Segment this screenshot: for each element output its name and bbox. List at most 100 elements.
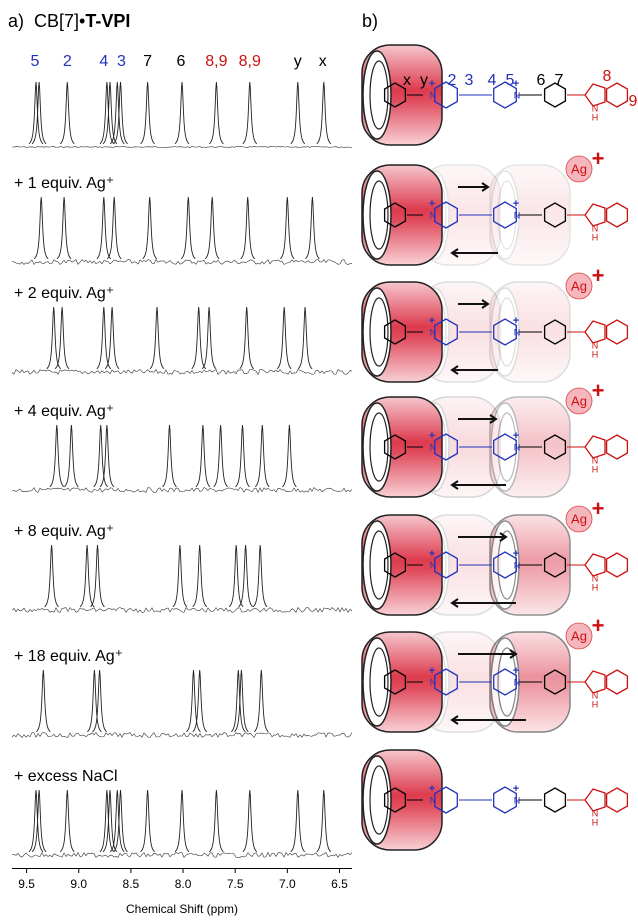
x-tick-label: 7.5 <box>227 877 244 891</box>
ion-charge: + <box>592 378 605 403</box>
peak <box>305 196 320 260</box>
spectrum-label: + 8 equiv. Ag⁺ <box>14 523 114 540</box>
atom-h: H <box>592 699 599 709</box>
ring-hexagon <box>543 552 567 578</box>
atom-h: H <box>592 464 599 474</box>
peak-label: x <box>319 53 327 70</box>
peak <box>235 424 250 488</box>
spectrum-label: + 1 equiv. Ag⁺ <box>14 175 114 192</box>
peak <box>142 196 158 260</box>
charge: + <box>429 430 435 442</box>
ring-hexagon <box>434 433 458 461</box>
ring-hexagon <box>383 202 407 228</box>
atom-n: N <box>592 690 599 700</box>
arrow-left <box>450 365 498 375</box>
charge: + <box>513 78 519 90</box>
peak <box>104 306 120 370</box>
panel-title: CB[7]•T-VPI <box>34 11 130 31</box>
atom-h: H <box>592 112 599 122</box>
host-inner <box>369 297 389 367</box>
panel-label: b) <box>362 11 378 31</box>
ion-charge: + <box>592 263 605 288</box>
x-axis <box>12 868 352 869</box>
peak <box>44 544 59 608</box>
peak <box>113 81 128 145</box>
ring-hexagon <box>543 82 567 108</box>
imidazole <box>584 670 606 694</box>
peak <box>96 306 112 370</box>
position-label: x <box>403 72 411 89</box>
peak <box>79 544 95 608</box>
charge: + <box>429 783 435 795</box>
cucurbituril <box>361 631 443 733</box>
ion-label: Ag <box>571 511 587 526</box>
atom-h: H <box>592 817 599 827</box>
spectrum-label: + 4 equiv. Ag⁺ <box>14 403 114 420</box>
cucurbituril <box>361 749 443 851</box>
arrow-right <box>458 299 490 309</box>
peak <box>209 81 224 145</box>
peak <box>54 306 70 370</box>
peak <box>172 544 188 608</box>
atom-n: N <box>430 560 437 570</box>
charge: + <box>513 430 519 442</box>
peak <box>192 544 208 608</box>
ion-label: Ag <box>571 393 587 408</box>
peak-label: 3 <box>117 53 126 70</box>
position-label: y <box>420 72 428 89</box>
charge: + <box>429 665 435 677</box>
atom-n: N <box>592 455 599 465</box>
atom-n: N <box>430 795 437 805</box>
ring-hexagon <box>543 434 567 460</box>
ring-hexagon <box>383 82 407 108</box>
atom-n: N <box>430 677 437 687</box>
arrow-left <box>450 598 516 608</box>
ring-hexagon <box>493 668 517 696</box>
peak <box>242 789 258 853</box>
peak <box>99 81 115 145</box>
ring-hexagon <box>605 434 629 460</box>
host-opening <box>362 755 392 845</box>
charge: + <box>429 315 435 327</box>
host-inner <box>369 60 389 130</box>
peak <box>297 306 313 370</box>
peak <box>93 424 109 488</box>
x-tick-label: 8.5 <box>123 877 140 891</box>
ion-charge: + <box>592 613 605 638</box>
atom-h: H <box>592 582 599 592</box>
peak <box>109 789 125 853</box>
x-tick-label: 9.5 <box>18 877 35 891</box>
spectrum-label: + 2 equiv. Ag⁺ <box>14 285 114 302</box>
peak <box>140 789 155 853</box>
peak <box>174 81 190 145</box>
silver-ion <box>565 622 593 650</box>
charge: + <box>429 198 435 210</box>
host-opening <box>362 287 392 377</box>
ring-hexagon <box>493 433 517 461</box>
baseline-noise <box>11 487 353 494</box>
baseline-noise <box>11 369 353 376</box>
imidazole <box>584 203 606 227</box>
peak <box>31 81 47 145</box>
arrow-left <box>450 480 506 490</box>
ring-hexagon <box>543 669 567 695</box>
peak <box>49 424 65 488</box>
peak <box>254 424 270 488</box>
peak-label: 5 <box>30 53 39 70</box>
ring-hexagon <box>493 786 517 814</box>
peak <box>192 669 208 733</box>
charge: + <box>513 315 519 327</box>
arrow-right <box>458 649 518 659</box>
host-inner <box>369 765 389 835</box>
ring-hexagon <box>543 202 567 228</box>
peak-label: 6 <box>177 53 186 70</box>
ring-hexagon <box>434 81 458 109</box>
ring-hexagon <box>383 787 407 813</box>
imidazole <box>584 320 606 344</box>
silver-ion <box>565 272 593 300</box>
imidazole <box>584 553 606 577</box>
peak <box>92 669 107 733</box>
atom-n: N <box>430 327 437 337</box>
position-label: 9 <box>629 93 638 110</box>
arrow-right <box>458 532 508 542</box>
